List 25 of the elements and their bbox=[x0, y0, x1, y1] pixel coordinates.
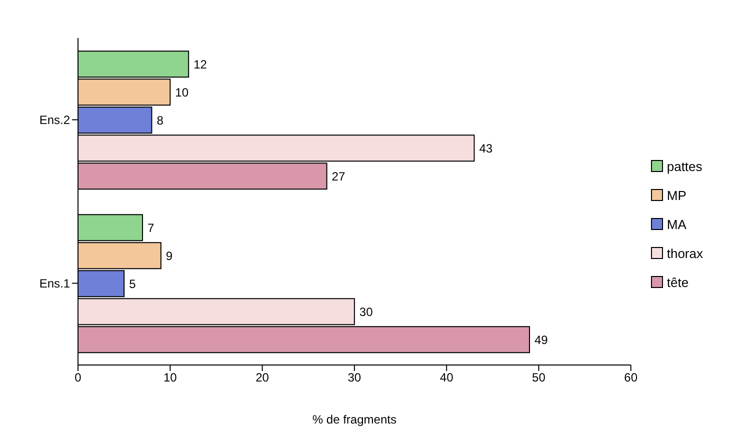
data-label: 49 bbox=[534, 332, 548, 347]
legend-label: tête bbox=[666, 274, 689, 290]
data-label: 9 bbox=[166, 248, 173, 263]
legend-label: MA bbox=[666, 216, 686, 232]
x-tick-label: 50 bbox=[532, 370, 546, 385]
data-label: 8 bbox=[156, 113, 164, 128]
data-label: 7 bbox=[148, 220, 154, 235]
data-label: 43 bbox=[479, 141, 493, 156]
x-tick-label: 10 bbox=[163, 370, 178, 385]
y-tick-label: Ens.2 bbox=[39, 113, 70, 128]
x-tick-label: 60 bbox=[624, 370, 638, 385]
legend-label: pattes bbox=[666, 158, 702, 174]
data-label: 10 bbox=[175, 85, 189, 100]
x-axis-title: % de fragments bbox=[312, 412, 396, 427]
legend-label: thorax bbox=[666, 246, 703, 260]
data-label: 5 bbox=[129, 276, 136, 291]
x-tick-label: 20 bbox=[256, 370, 270, 385]
legend-label: MP bbox=[666, 188, 686, 202]
x-tick-label: 30 bbox=[348, 370, 362, 385]
data-label: 30 bbox=[359, 304, 374, 319]
x-tick-label: 0 bbox=[74, 370, 82, 385]
data-label: 27 bbox=[332, 169, 346, 184]
data-label: 12 bbox=[194, 57, 208, 72]
y-tick-label: Ens.1 bbox=[39, 276, 70, 291]
x-tick-label: 40 bbox=[440, 370, 454, 385]
